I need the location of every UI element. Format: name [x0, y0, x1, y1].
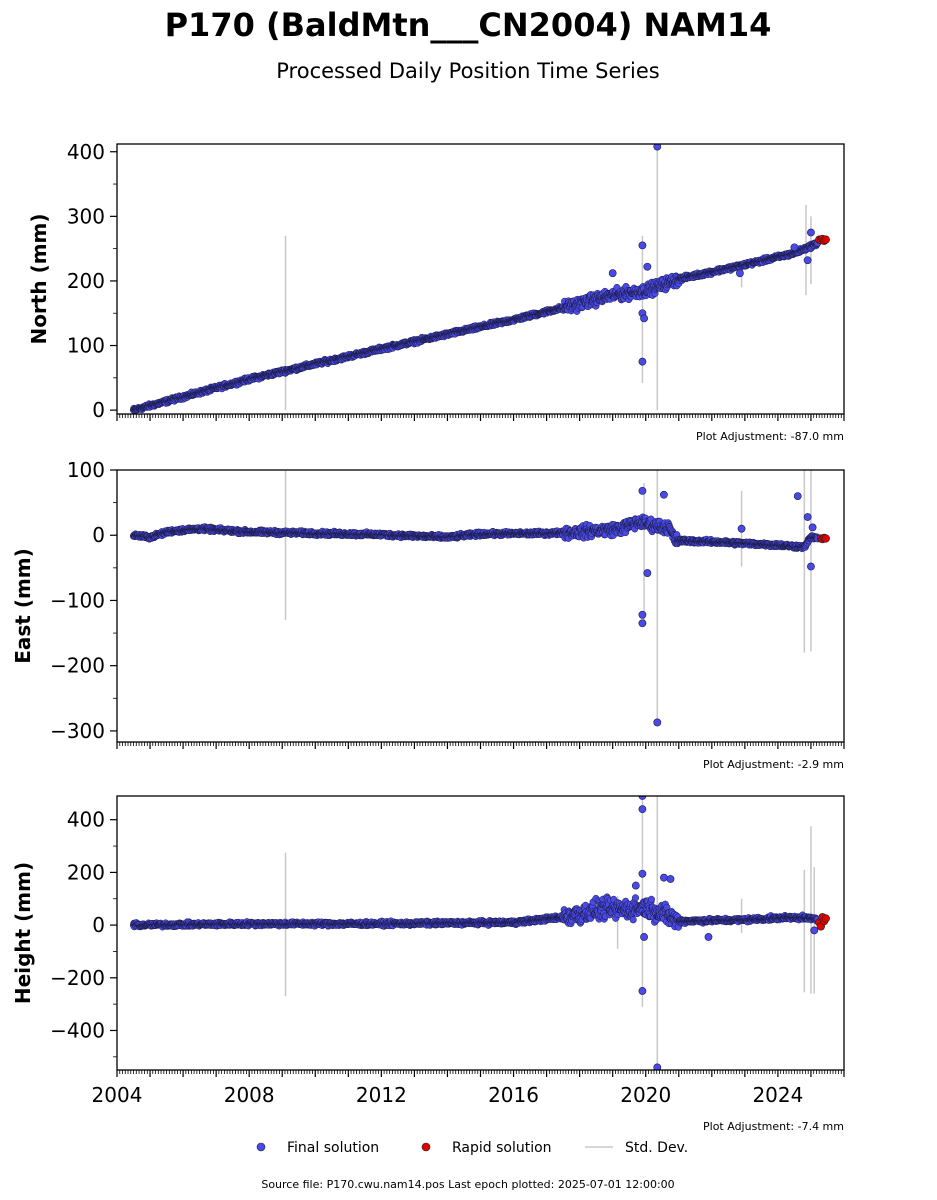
final-outlier-point [803, 256, 812, 265]
y-axis-label: East (mm) [11, 548, 35, 664]
final-solution-series [129, 239, 822, 414]
final-outlier-point [790, 243, 799, 252]
final-outlier-point [608, 269, 617, 278]
rapid-point [821, 534, 830, 543]
y-tick-label: 400 [67, 140, 105, 164]
y-tick-label: 100 [67, 334, 105, 358]
final-outlier-point [640, 314, 648, 323]
final-outlier-point [638, 619, 647, 628]
plot-adjustment-note: Plot Adjustment: -2.9 mm [703, 758, 844, 771]
final-outlier-point [653, 144, 662, 151]
final-outlier-point [803, 513, 812, 521]
y-tick-label: −300 [50, 719, 105, 743]
y-tick-label: 0 [92, 398, 105, 422]
y-tick-label: −200 [50, 654, 105, 678]
y-axis-label: North (mm) [27, 213, 51, 344]
panel-3: 2004 2008 2012 2016 2020 2024−400−2000200400H… [11, 795, 845, 1133]
final-outlier-point [638, 357, 647, 366]
final-outlier-point [737, 524, 746, 533]
plot-area [129, 796, 830, 1070]
plot-area [129, 470, 830, 727]
y-tick-label: −100 [50, 588, 105, 612]
final-solution-series [129, 893, 822, 931]
final-outlier-point [638, 486, 647, 495]
panel-2: −300 −200 −100 0 100 East (mm) Plot Adjustment… [11, 458, 845, 771]
final-outlier-point [638, 241, 647, 250]
y-tick-label: 300 [67, 204, 105, 228]
final-outlier-point [653, 718, 662, 727]
final-outlier-point [643, 569, 652, 577]
plot-frame [116, 143, 845, 415]
final-outlier-point [660, 490, 668, 499]
rapid-point [821, 235, 830, 244]
y-tick-label: 200 [67, 269, 105, 293]
final-outlier-point [807, 228, 815, 237]
figure-title: P170 (BaldMtn___CN2004) NAM14 [165, 6, 772, 44]
plot-frame [116, 469, 845, 743]
y-tick-label: 0 [92, 523, 105, 547]
panel-1: 0 100 200 300 400 North (mm) Plot Adjustment: … [27, 140, 845, 443]
figure-subtitle: Processed Daily Position Time Series [276, 59, 660, 83]
final-outlier-point [638, 610, 647, 619]
plot-area [129, 144, 830, 414]
final-outlier-point [808, 523, 817, 532]
final-outlier-point [736, 269, 744, 278]
y-tick-label: 100 [67, 458, 105, 482]
final-outlier-point [643, 262, 652, 271]
final-outlier-point [793, 492, 802, 500]
panels: 0 100 200 300 400 North (mm) Plot Adjustment: … [11, 140, 845, 1133]
plot-adjustment-note: Plot Adjustment: -87.0 mm [696, 430, 844, 443]
final-outlier-point [807, 562, 815, 571]
final-solution-series [129, 513, 822, 553]
